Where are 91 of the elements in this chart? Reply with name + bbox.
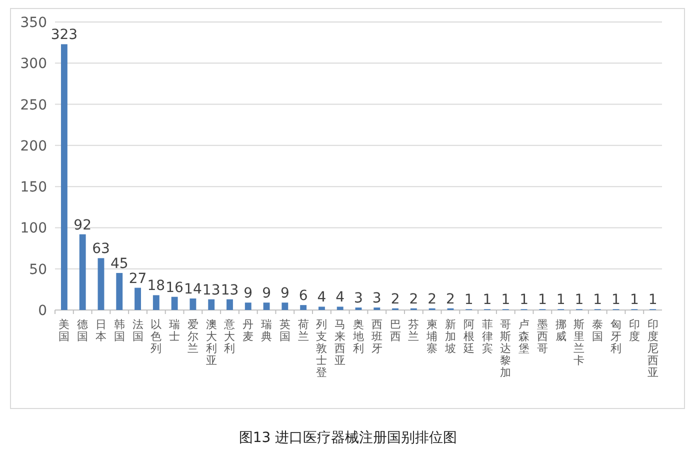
bar bbox=[134, 288, 141, 310]
data-label: 9 bbox=[280, 286, 290, 302]
data-label: 16 bbox=[166, 280, 184, 296]
x-tick-label: 柬埔寨 bbox=[426, 318, 438, 355]
data-label: 1 bbox=[482, 292, 492, 308]
x-tick-label: 哥斯达黎加 bbox=[500, 318, 512, 379]
bar bbox=[79, 234, 86, 310]
bar bbox=[171, 296, 178, 310]
y-tick-label: 350 bbox=[20, 15, 47, 31]
x-tick-label: 英国 bbox=[279, 318, 290, 343]
data-label: 6 bbox=[298, 288, 308, 304]
x-tick-label: 马来西亚 bbox=[334, 318, 346, 367]
bar bbox=[282, 302, 288, 310]
data-label: 27 bbox=[128, 270, 147, 287]
data-label: 18 bbox=[147, 278, 166, 294]
x-tick-label: 挪威 bbox=[555, 318, 566, 343]
bar bbox=[318, 306, 325, 310]
x-tick-label: 印度尼西亚 bbox=[647, 318, 658, 379]
data-label: 1 bbox=[612, 292, 620, 308]
data-label: 1 bbox=[593, 292, 602, 308]
data-label: 9 bbox=[262, 286, 271, 302]
bar bbox=[300, 305, 307, 310]
bar bbox=[208, 299, 215, 310]
x-tick-label: 西班牙 bbox=[371, 318, 382, 355]
bar bbox=[336, 306, 344, 310]
data-label: 3 bbox=[354, 290, 363, 307]
x-tick-label: 阿根廷 bbox=[462, 318, 474, 355]
x-tick-label: 丹麦 bbox=[242, 318, 254, 343]
data-label: 92 bbox=[74, 217, 92, 234]
x-tick-label: 日本 bbox=[95, 318, 106, 343]
x-tick-label: 瑞士 bbox=[169, 318, 180, 343]
x-tick-label: 爱尔兰 bbox=[187, 318, 198, 355]
x-tick-label: 菲律宾 bbox=[482, 318, 493, 355]
x-tick-label: 以色列 bbox=[150, 318, 162, 355]
data-label: 2 bbox=[390, 291, 400, 308]
y-tick-label: 150 bbox=[20, 180, 47, 196]
x-tick-label: 卢森堡 bbox=[518, 318, 530, 355]
data-label: 2 bbox=[409, 291, 418, 308]
data-label: 3 bbox=[372, 290, 382, 307]
data-label: 1 bbox=[520, 292, 529, 308]
x-tick-label: 匈牙利 bbox=[610, 318, 622, 355]
x-tick-label: 泰国 bbox=[592, 318, 604, 343]
x-tick-label: 荷兰 bbox=[298, 318, 309, 343]
x-tick-label: 瑞典 bbox=[261, 318, 272, 343]
x-tick-label: 韩国 bbox=[114, 318, 125, 343]
bar bbox=[98, 258, 104, 310]
data-label: 45 bbox=[110, 256, 128, 272]
data-label: 2 bbox=[446, 291, 455, 308]
x-tick-label: 德国 bbox=[77, 318, 88, 343]
x-tick-label: 芬兰 bbox=[408, 318, 420, 343]
y-tick-label: 50 bbox=[29, 262, 47, 278]
bar bbox=[226, 299, 233, 310]
bar bbox=[116, 272, 123, 310]
bar bbox=[263, 302, 270, 310]
data-label: 4 bbox=[317, 290, 326, 306]
data-label: 9 bbox=[244, 286, 253, 302]
x-tick-label: 新加坡 bbox=[444, 318, 456, 355]
data-label: 1 bbox=[501, 292, 510, 308]
text: 图13 进口医疗器械注册国别排位图 bbox=[238, 430, 458, 446]
data-label: 1 bbox=[574, 292, 584, 308]
y-tick-label: 250 bbox=[20, 97, 47, 114]
data-label: 14 bbox=[184, 281, 202, 298]
x-tick-label: 意大利 bbox=[223, 318, 236, 355]
data-label: 13 bbox=[202, 282, 220, 298]
bar bbox=[244, 302, 252, 310]
data-label: 323 bbox=[50, 27, 78, 44]
x-tick-label: 巴西 bbox=[390, 318, 401, 343]
data-label: 1 bbox=[648, 292, 658, 308]
x-tick-label: 印度 bbox=[628, 318, 640, 343]
data-label: 2 bbox=[428, 291, 437, 308]
y-tick-label: 0 bbox=[38, 303, 47, 319]
bar bbox=[60, 44, 68, 310]
y-tick-label: 300 bbox=[20, 56, 47, 72]
bar bbox=[152, 295, 160, 310]
x-tick-label: 斯里兰卡 bbox=[574, 318, 585, 367]
data-label: 13 bbox=[220, 282, 239, 298]
y-tick-label: 100 bbox=[20, 220, 47, 237]
data-label: 1 bbox=[538, 292, 547, 308]
x-tick-label: 美国 bbox=[58, 318, 70, 343]
data-label: 63 bbox=[92, 241, 110, 258]
y-tick-label: 200 bbox=[20, 138, 47, 154]
data-label: 4 bbox=[336, 290, 345, 306]
bar bbox=[190, 298, 196, 310]
x-tick-label: 墨西哥 bbox=[536, 318, 548, 355]
data-label: 1 bbox=[464, 292, 474, 308]
x-tick-label: 澳大利亚 bbox=[206, 318, 217, 367]
x-tick-label: 法国 bbox=[132, 318, 144, 343]
x-tick-label: 奥地利 bbox=[352, 318, 364, 355]
data-label: 1 bbox=[556, 292, 566, 308]
data-label: 1 bbox=[630, 292, 639, 308]
x-tick-label: 列支敦士登 bbox=[316, 318, 328, 379]
